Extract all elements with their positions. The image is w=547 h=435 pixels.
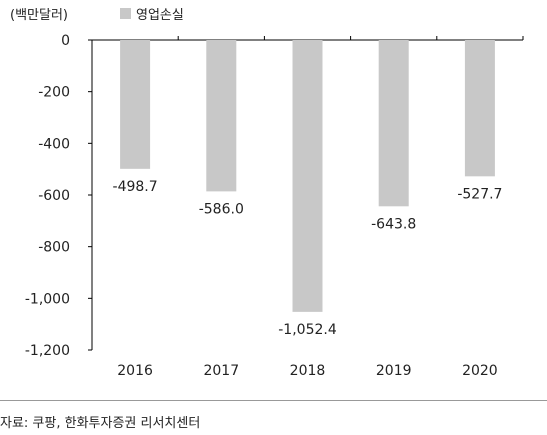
y-axis-unit-label: (백만달러) [10,8,68,23]
data-label-2016: -498.7 [113,179,158,195]
y-tick-label: -600 [38,188,70,204]
bar-2019 [378,40,409,207]
y-tick-label: -1,000 [25,291,70,307]
source-note: 자료: 쿠팡, 한화투자증권 리서치센터 [0,416,201,431]
data-label-2020: -527.7 [457,186,502,202]
data-label-2017: -586.0 [199,201,244,217]
y-tick-label: -800 [38,240,70,256]
bar-2020 [464,40,495,177]
data-label-2019: -643.8 [371,216,416,232]
legend-label: 영업손실 [136,8,184,23]
x-tick-label-2016: 2016 [117,363,153,379]
source-divider [0,400,547,401]
y-tick-label: 0 [61,33,70,49]
data-label-2018: -1,052.4 [278,322,337,338]
x-tick-label-2018: 2018 [290,363,326,379]
y-tick-label: -1,200 [25,343,70,359]
legend: 영업손실 [120,4,184,23]
bar-chart: 0 -200 -400 -600 -800 -1,000 -1,200 -498.7 2016 -… [25,33,524,379]
y-tick-label: -200 [38,85,70,101]
bar-2017 [206,40,237,192]
x-tick-label-2020: 2020 [462,363,498,379]
legend-swatch [120,8,131,19]
x-tick-label-2017: 2017 [203,363,239,379]
y-tick-label: -400 [38,136,70,152]
bar-2018 [292,40,323,312]
bar-2016 [120,40,151,169]
x-tick-label-2019: 2019 [376,363,412,379]
